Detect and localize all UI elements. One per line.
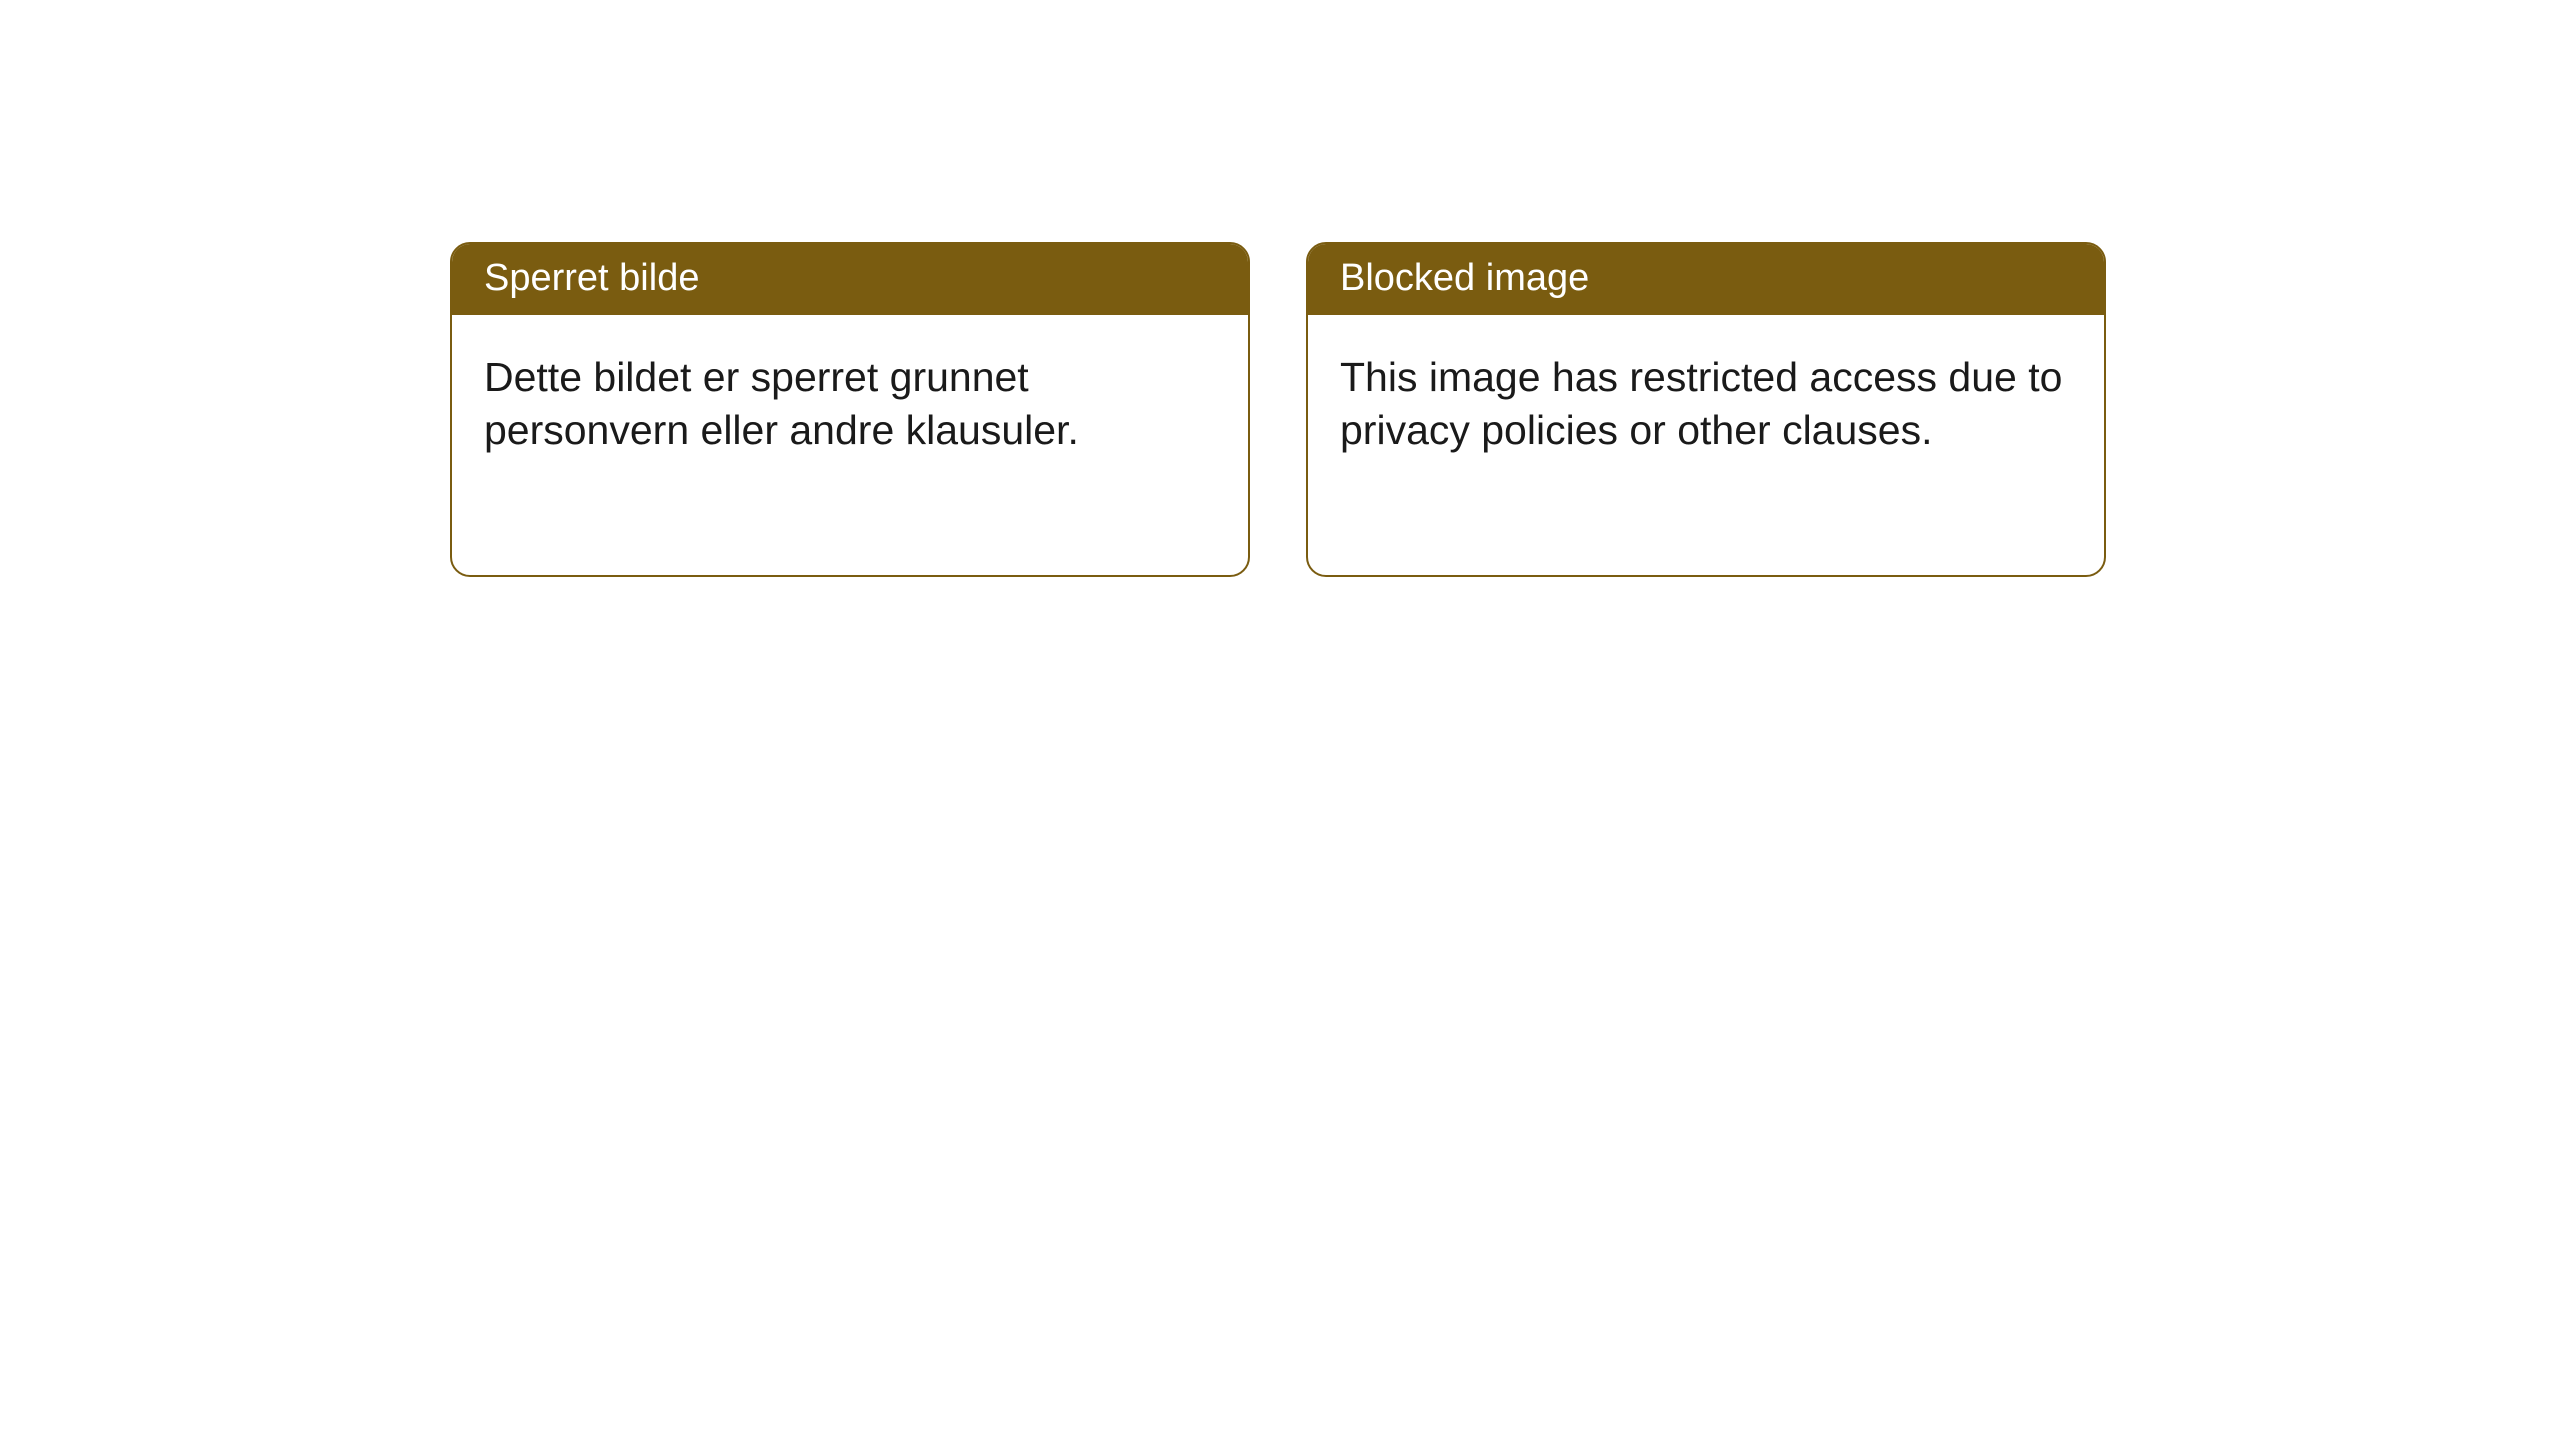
notice-title-norwegian: Sperret bilde (452, 244, 1248, 315)
notice-body-norwegian: Dette bildet er sperret grunnet personve… (452, 315, 1248, 484)
blocked-image-notice-group: Sperret bilde Dette bildet er sperret gr… (450, 242, 2560, 577)
notice-title-english: Blocked image (1308, 244, 2104, 315)
notice-card-english: Blocked image This image has restricted … (1306, 242, 2106, 577)
notice-card-norwegian: Sperret bilde Dette bildet er sperret gr… (450, 242, 1250, 577)
notice-body-english: This image has restricted access due to … (1308, 315, 2104, 484)
